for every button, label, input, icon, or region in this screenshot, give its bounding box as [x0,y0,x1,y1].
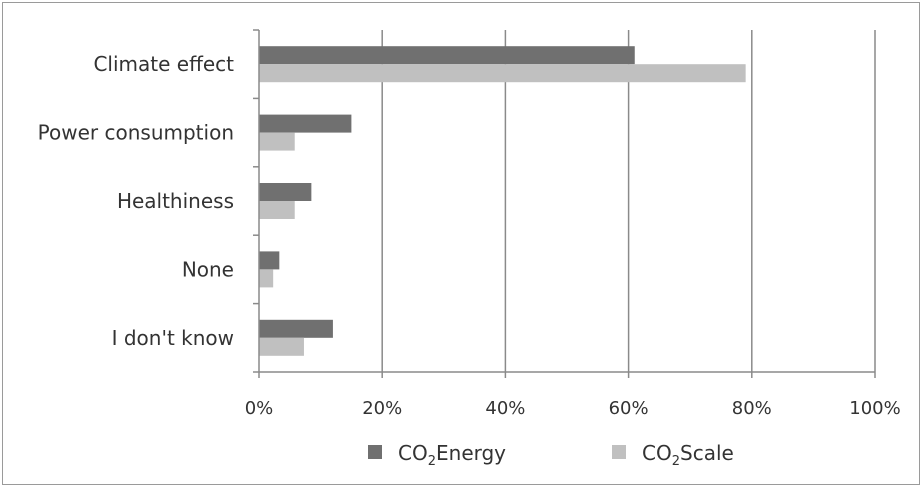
legend: CO2Energy CO2Scale [368,441,734,469]
grid-lines [381,30,876,372]
bar-co2energy-1 [259,114,352,133]
category-label: None [182,257,234,281]
bar-co2scale-3 [259,269,274,288]
bar-co2energy-4 [259,319,333,338]
category-labels: Climate effect Power consumption Healthine… [38,52,234,350]
category-label: Power consumption [38,121,234,145]
axes [253,29,876,378]
bar-co2energy-3 [259,251,280,270]
bar-co2scale-0 [259,64,746,83]
category-label: I don't know [112,326,234,350]
x-tick-label: 60% [609,398,649,419]
legend-swatch-co2energy [368,445,382,459]
legend-text-rest: Scale [680,441,734,465]
bar-co2energy-2 [259,183,312,201]
legend-text-subscript: 2 [672,454,680,469]
legend-label-co2scale: CO2Scale [642,441,734,469]
bar-co2energy-0 [259,46,635,65]
legend-text-main: CO [398,441,428,465]
x-tick-label: 40% [485,398,525,419]
bar-co2scale-1 [259,132,295,151]
category-label: Climate effect [93,52,234,76]
legend-swatch-co2scale [612,445,626,459]
x-tick-label: 0% [245,398,274,419]
bars [259,46,746,356]
bar-co2scale-2 [259,201,295,219]
bar-co2scale-4 [259,337,304,356]
legend-text-main: CO [642,441,672,465]
x-tick-label: 100% [849,398,900,419]
legend-label-co2energy: CO2Energy [398,441,506,469]
legend-text-subscript: 2 [428,454,436,469]
x-tick-label: 80% [732,398,772,419]
x-tick-labels: 0% 20% 40% 60% 80% 100% [245,398,901,419]
legend-text-rest: Energy [436,441,506,465]
category-label: Healthiness [117,189,234,213]
x-tick-label: 20% [362,398,402,419]
